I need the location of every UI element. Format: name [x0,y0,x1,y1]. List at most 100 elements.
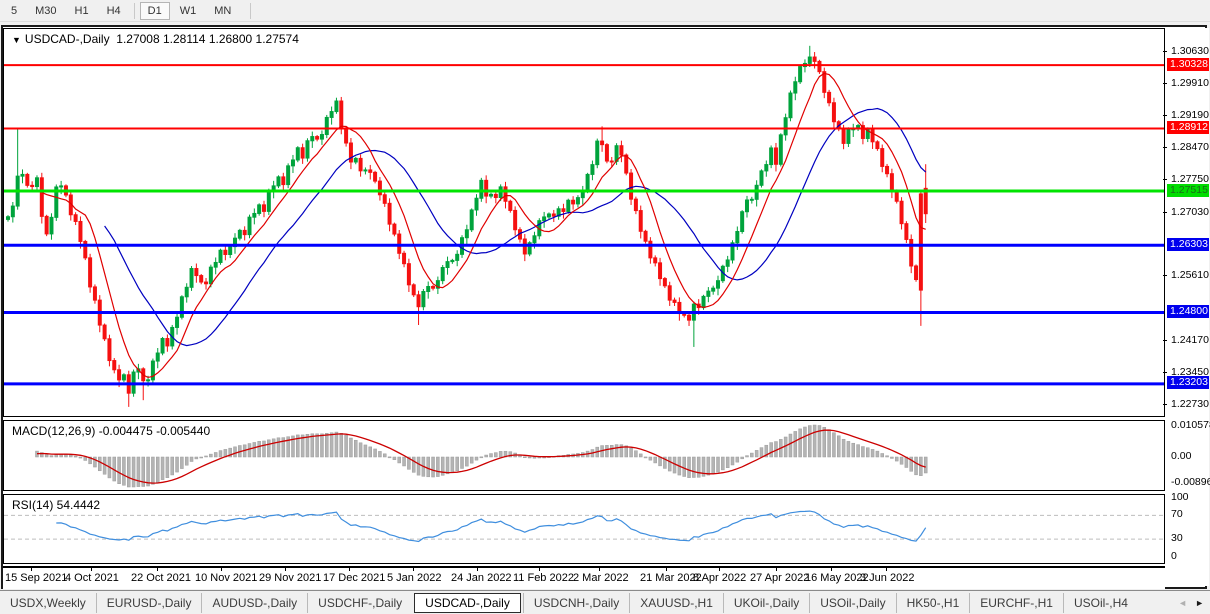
timeframe-button-mn[interactable]: MN [214,4,232,17]
timeframe-button-h4[interactable]: H4 [106,4,121,17]
rsi-tick-label: 70 [1171,508,1183,521]
tab-usdcnh-daily[interactable]: USDCNH-,Daily [522,592,629,613]
price-tick-mark [1163,339,1167,341]
tab-scroll-left-icon[interactable]: ◄ [1178,597,1188,608]
tab-hk50-h1[interactable]: HK50-,H1 [895,592,970,613]
date-label: 4 Oct 2021 [65,572,119,584]
tab-audusd-daily[interactable]: AUDUSD-,Daily [201,592,307,613]
date-label: 27 Apr 2022 [750,572,810,584]
toolbar-separator [250,2,252,19]
macd-tick-label: 0.00 [1171,450,1192,462]
rsi-plot [4,510,1164,543]
price-plot [4,45,1164,407]
date-label: 2 Mar 2022 [573,572,629,584]
price-tick-label: 1.27750 [1171,173,1209,186]
tab-eurchf-h1[interactable]: EURCHF-,H1 [969,592,1063,613]
macd-label: MACD(12,26,9) -0.004475 -0.005440 [12,424,211,438]
rsi-tick-label: 100 [1171,490,1189,503]
rsi-panel[interactable]: RSI(14) 54.4442 [3,494,1165,564]
date-label: 5 Jan 2022 [387,572,442,584]
date-tick-mark [157,568,158,571]
date-tick-mark [599,568,600,571]
date-label: 8 Apr 2022 [693,572,747,584]
price-tick-mark [1163,211,1167,213]
tab-usoil-daily[interactable]: USOil-,Daily [809,592,895,613]
date-label: 11 Feb 2022 [513,572,574,584]
date-tick-mark [285,568,286,571]
date-label: 22 Oct 2021 [131,572,191,584]
price-chart-panel[interactable]: ▼ USDCAD-,Daily 1.27008 1.28114 1.26800 1… [3,28,1165,417]
price-tick-label: 1.27030 [1171,205,1209,218]
timeframe-button-d1[interactable]: D1 [139,1,170,20]
date-tick-mark [831,568,832,571]
symbol-tab-bar: USDX,Weekly EURUSD-,Daily AUDUSD-,Daily USD… [0,590,1210,614]
macd-tick-label: 0.010578 [1171,418,1210,431]
timeframe-button-h1[interactable]: H1 [74,4,89,17]
price-tick-mark [1163,50,1167,52]
rsi-label: RSI(14) 54.4442 [12,498,101,512]
tab-usdx-weekly[interactable]: USDX,Weekly [10,595,86,610]
timeframe-button-w1[interactable]: W1 [179,4,197,17]
date-tick-mark [91,568,92,571]
price-level-badge: 1.24800 [1167,304,1209,318]
date-tick-mark [776,568,777,571]
date-label: 29 Nov 2021 [259,572,322,584]
price-level-badge: 1.28912 [1167,120,1209,134]
timeframe-toolbar: 5 M30 H1 H4 D1 W1 MN [0,0,1210,22]
price-tick-mark [1163,404,1167,406]
price-tick-mark [1163,179,1167,181]
date-label: 10 Nov 2021 [195,572,258,584]
timeframe-button-m30[interactable]: M30 [35,4,57,17]
time-axis: 15 Sep 2021 4 Oct 2021 22 Oct 2021 10 Nov 2… [3,566,1165,589]
price-tick-mark [1163,275,1167,277]
price-tick-label: 1.25610 [1171,269,1209,282]
macd-tick-label: -0.00896 [1171,476,1210,489]
date-tick-mark [666,568,667,571]
date-tick-mark [221,568,222,571]
tab-eurusd-daily[interactable]: EURUSD-,Daily [95,592,202,613]
date-tick-mark [31,568,32,571]
timeframe-button-5[interactable]: 5 [11,4,18,17]
rsi-tick-label: 0 [1171,550,1177,562]
ohlc-values: 1.27008 1.28114 1.26800 1.27574 [116,32,299,46]
tab-ukoil-daily[interactable]: UKOil-,Daily [722,592,809,613]
price-level-badge: 1.23203 [1167,376,1209,390]
price-tick-mark [1163,147,1167,149]
tab-xauusd-h1[interactable]: XAUUSD-,H1 [629,592,723,613]
price-level-badge: 1.26303 [1167,237,1209,251]
price-tick-label: 1.24170 [1171,333,1209,346]
date-tick-mark [349,568,350,571]
date-tick-mark [886,568,887,571]
price-tick-mark [1163,82,1167,84]
price-tick-label: 1.30630 [1171,44,1209,57]
price-tick-mark [1163,371,1167,373]
macd-plot [35,424,928,488]
tab-scroll-arrows: ◄ ► [1178,598,1204,608]
price-tick-label: 1.22730 [1171,398,1209,411]
tab-usoil-h4[interactable]: USOil-,H4 [1062,592,1138,613]
date-label: 17 Dec 2021 [323,572,386,584]
tab-usdcad-daily-active[interactable]: USDCAD-,Daily [414,592,521,613]
toolbar-separator [133,2,135,19]
chart-title: ▼ USDCAD-,Daily 1.27008 1.28114 1.26800 1… [12,32,299,46]
tab-scroll-right-icon[interactable]: ► [1195,597,1204,608]
date-tick-mark [477,568,478,571]
date-tick-mark [413,568,414,571]
chart-collapse-icon[interactable]: ▼ [12,35,21,45]
symbol-title: USDCAD-,Daily [24,32,110,46]
date-tick-mark [539,568,540,571]
date-label: 21 Mar 2022 [640,572,702,584]
price-level-badge: 1.30328 [1167,57,1209,71]
macd-panel[interactable]: MACD(12,26,9) -0.004475 -0.005440 [3,420,1165,491]
date-label: 15 Sep 2021 [5,572,68,584]
price-axis: 1.30630 1.29910 1.29190 1.28470 1.27750 1.270… [1163,28,1210,586]
date-label: 16 May 2022 [805,572,869,584]
price-tick-label: 1.28470 [1171,141,1209,154]
price-tick-label: 1.29910 [1171,76,1209,89]
date-label: 3 Jun 2022 [860,572,915,584]
price-tick-mark [1163,115,1167,117]
price-level-badge: 1.27515 [1167,183,1209,197]
rsi-tick-label: 30 [1171,532,1183,545]
tab-usdchf-daily[interactable]: USDCHF-,Daily [307,592,412,613]
